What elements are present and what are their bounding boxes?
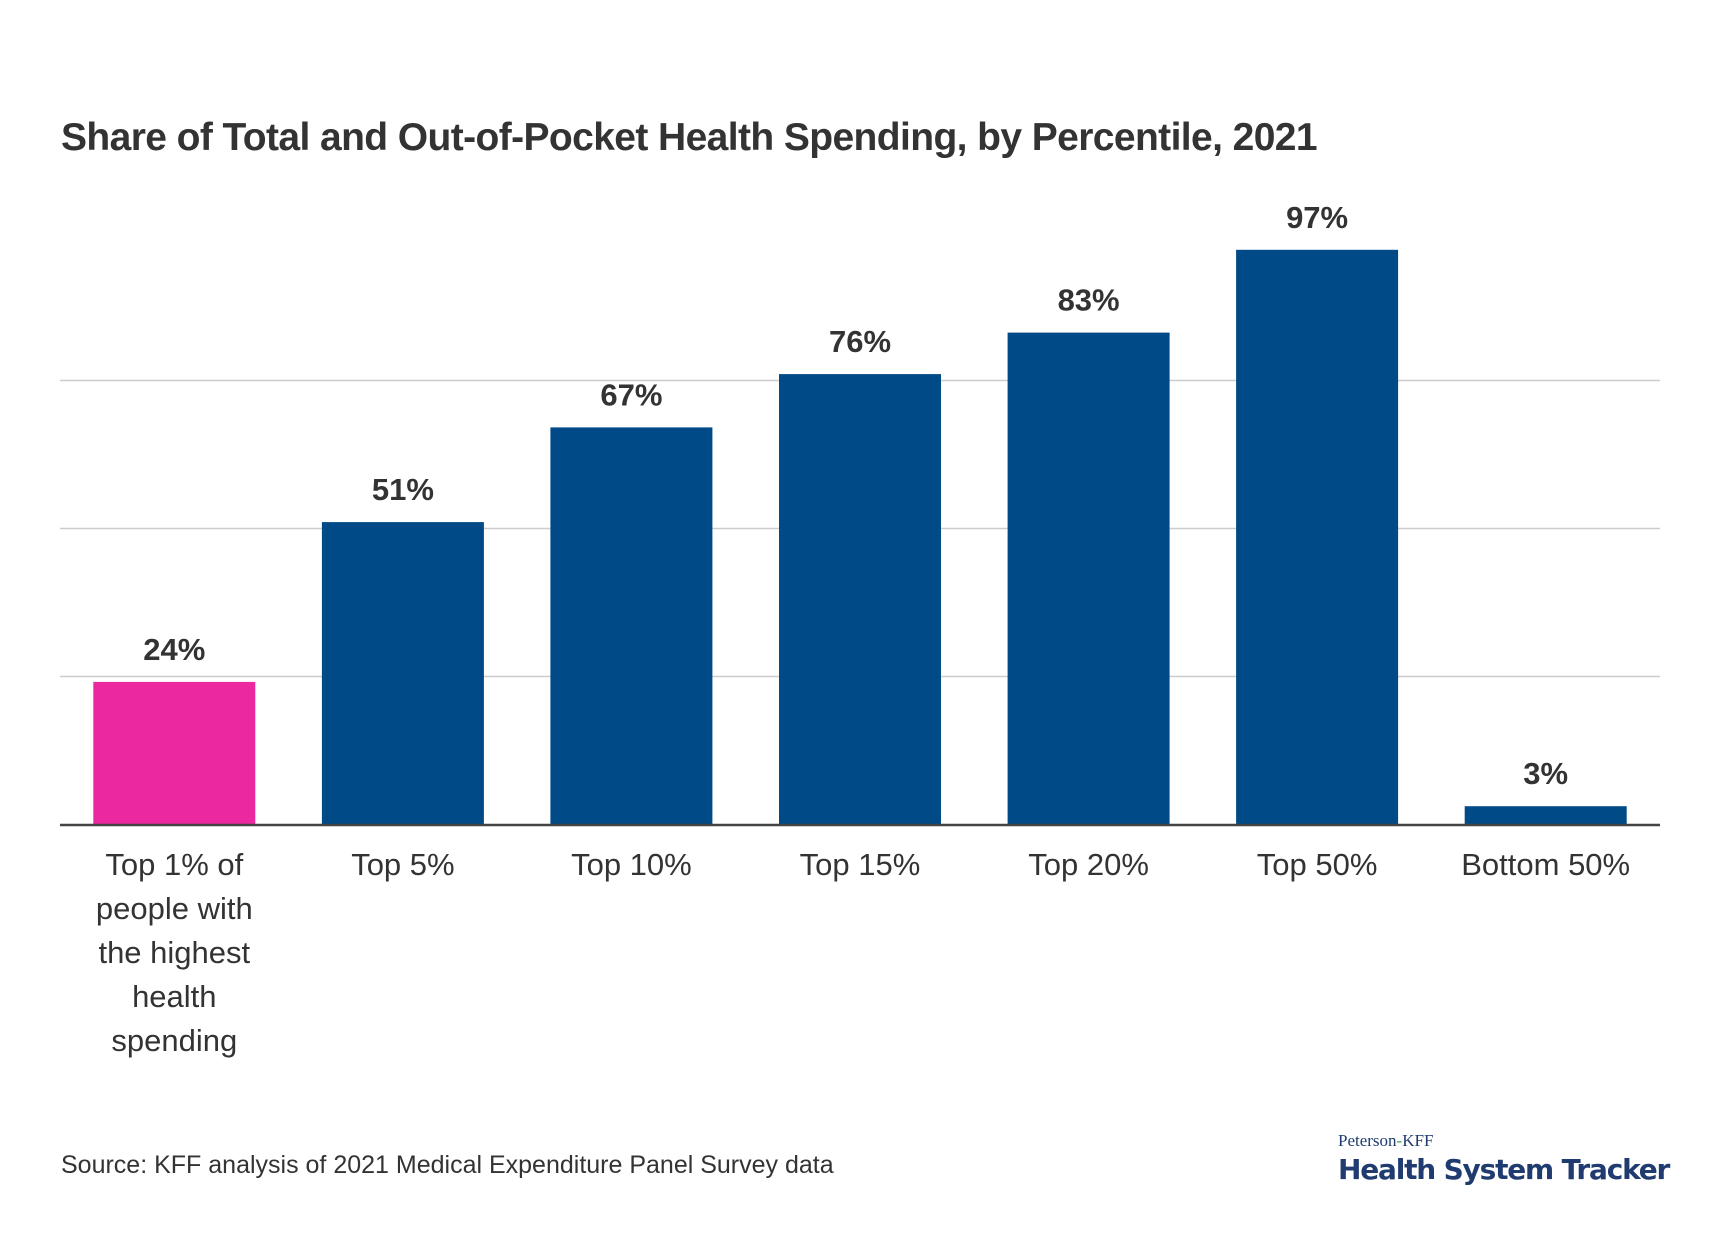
logo-health-system-tracker: Health System Tracker — [1338, 1153, 1670, 1186]
x-tick-label-line: health — [132, 979, 216, 1014]
x-tick-label: Top 5% — [351, 847, 454, 882]
x-tick-label-line: Top 15% — [800, 847, 921, 882]
data-label: 83% — [1058, 283, 1120, 318]
logo-peterson-text: Peterson — [1338, 1131, 1397, 1150]
data-label: 3% — [1523, 756, 1568, 791]
bar — [321, 522, 484, 824]
data-label: 67% — [600, 377, 662, 412]
x-tick-label: Top 50% — [1257, 847, 1378, 882]
x-tick-label: Bottom 50% — [1461, 847, 1630, 882]
health-system-tracker-logo: Peterson-KFF Health System Tracker — [1338, 1132, 1670, 1186]
bar — [1236, 249, 1399, 825]
chart-title: Share of Total and Out-of-Pocket Health … — [61, 116, 1318, 159]
data-label: 51% — [372, 472, 434, 507]
x-axis-tick-labels: Top 1% of people with the highest health spe… — [96, 847, 1630, 1058]
data-label: 24% — [143, 632, 205, 667]
x-tick-label-line: Bottom 50% — [1461, 847, 1630, 882]
x-tick-label-line: spending — [111, 1023, 237, 1058]
x-tick-label-line: Top 50% — [1257, 847, 1378, 882]
x-tick-label: Top 20% — [1028, 847, 1149, 882]
logo-dash: - — [1396, 1131, 1403, 1150]
x-tick-label-line: people with — [96, 891, 253, 926]
data-label: 76% — [829, 324, 891, 359]
x-tick-label: Top 10% — [571, 847, 692, 882]
x-tick-label-line: Top 5% — [351, 847, 454, 882]
x-tick-label: Top 1% of people with the highest health spe… — [96, 847, 253, 1058]
x-tick-label: Top 15% — [800, 847, 921, 882]
x-tick-label-line: the highest — [98, 935, 250, 970]
value-labels: 24% 51% 67% 76% 83% 97% 3% — [143, 200, 1568, 791]
source-note: Source: KFF analysis of 2021 Medical Exp… — [61, 1151, 834, 1179]
bar — [1464, 806, 1627, 824]
bar — [550, 427, 713, 824]
x-tick-label-line: Top 1% of — [105, 847, 243, 882]
logo-kff-text: KFF — [1402, 1131, 1434, 1150]
bar — [779, 374, 941, 824]
bars — [93, 249, 1627, 825]
x-tick-label-line: Top 20% — [1028, 847, 1149, 882]
data-label: 97% — [1286, 200, 1348, 235]
logo-peterson-kff: Peterson-KFF — [1338, 1132, 1669, 1149]
x-tick-label-line: Top 10% — [571, 847, 692, 882]
bar — [93, 681, 256, 824]
bar — [1007, 332, 1170, 824]
